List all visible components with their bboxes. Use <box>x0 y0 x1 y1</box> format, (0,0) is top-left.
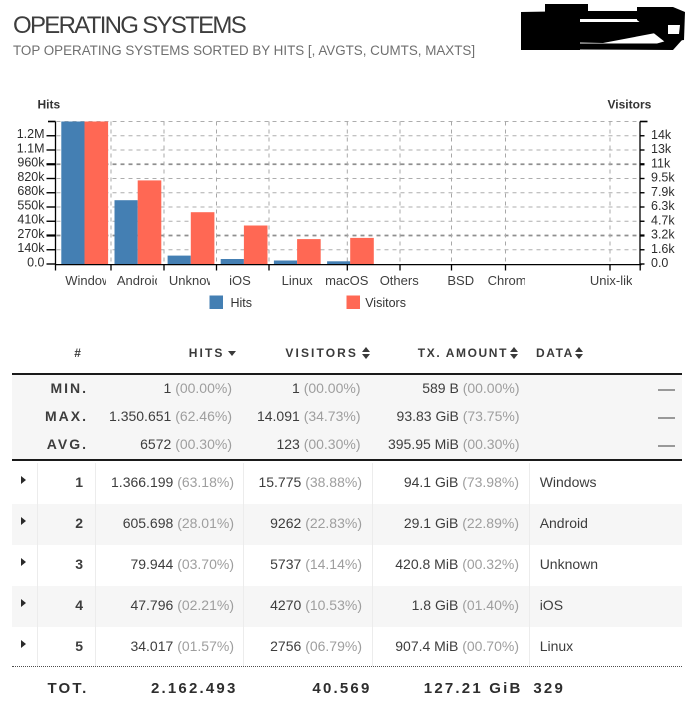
svg-text:1.2M: 1.2M <box>17 127 45 141</box>
svg-text:1.6k: 1.6k <box>651 242 675 256</box>
svg-text:960k: 960k <box>17 156 45 170</box>
svg-text:Visitors: Visitors <box>365 296 406 310</box>
svg-text:14k: 14k <box>651 128 672 142</box>
svg-text:4.7k: 4.7k <box>651 213 675 227</box>
svg-text:0.0: 0.0 <box>27 255 44 269</box>
svg-text:11k: 11k <box>651 156 671 170</box>
svg-text:820k: 820k <box>17 170 45 184</box>
svg-text:680k: 680k <box>17 184 45 198</box>
svg-text:270k: 270k <box>17 227 45 241</box>
svg-text:3.2k: 3.2k <box>651 228 675 242</box>
svg-text:6.3k: 6.3k <box>651 199 675 213</box>
svg-text:410k: 410k <box>17 213 45 227</box>
svg-text:550k: 550k <box>17 198 45 212</box>
svg-text:7.9k: 7.9k <box>651 185 675 199</box>
svg-text:0.0: 0.0 <box>651 256 668 270</box>
svg-text:140k: 140k <box>17 241 45 255</box>
svg-text:13k: 13k <box>651 142 672 156</box>
svg-text:9.5k: 9.5k <box>651 171 675 185</box>
svg-text:Visitors: Visitors <box>608 98 652 112</box>
svg-text:Hits: Hits <box>38 98 61 112</box>
svg-text:Hits: Hits <box>231 296 253 310</box>
svg-text:1.1M: 1.1M <box>17 141 45 155</box>
